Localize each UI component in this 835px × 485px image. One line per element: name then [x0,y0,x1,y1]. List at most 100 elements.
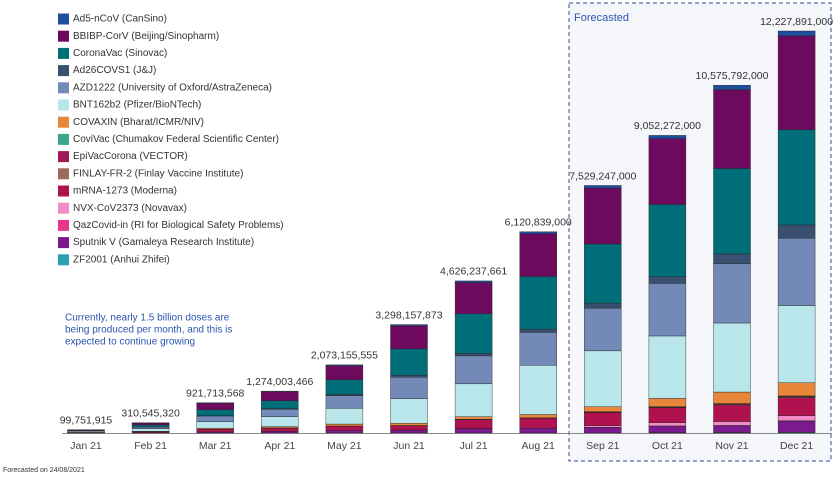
x-tick-label: Mar 21 [199,440,232,452]
bar-segment [197,410,234,416]
bar-segment [649,408,686,423]
bar-segment [649,277,686,284]
legend-swatch [58,134,69,145]
bar-segment [326,366,363,380]
bar-segment [197,416,234,422]
bar-segment [326,424,363,426]
bar-segment [778,36,815,130]
bar-segment [197,403,234,410]
legend-label: BNT162b2 (Pfizer/BioNTech) [73,100,201,111]
bar-segment [649,423,686,426]
bar-segment [326,426,363,430]
x-tick-label: Jun 21 [393,440,425,452]
bar-segment [714,90,751,169]
bar-segment [649,336,686,398]
legend-swatch [58,168,69,179]
bar-segment [520,365,557,414]
bar-segment [391,375,428,377]
bar-segment [261,392,298,401]
bar-segment [455,384,492,417]
bar-segment [132,425,169,427]
bar-segment [132,429,169,432]
total-label: 1,274,003,466 [246,376,313,388]
bar-segment [778,225,815,238]
bar-segment [455,356,492,384]
x-tick-label: Oct 21 [652,440,683,452]
total-label: 99,751,915 [60,415,113,427]
bar-segment [714,264,751,323]
legend-swatch [58,254,69,265]
bar-segment [778,416,815,421]
legend-label: AZD1222 (University of Oxford/AstraZenec… [73,82,272,93]
legend-swatch [58,220,69,231]
bar-segment [520,329,557,332]
annotation: expected to continue growing [65,337,195,348]
bar-segment [197,429,234,432]
total-label: 310,545,320 [121,408,180,420]
x-tick-label: Jan 21 [70,440,102,452]
legend-swatch [58,31,69,42]
bar-segment [520,428,557,433]
legend-label: mRNA-1273 (Moderna) [73,186,177,197]
bar-segment [584,188,621,244]
bar-segment [649,135,686,138]
legend-label: BBIBP-CorV (Beijing/Sinopharm) [73,31,219,42]
legend-swatch [58,203,69,214]
footnote: Forecasted on 24/08/2021 [3,467,85,474]
bar-segment [520,415,557,418]
bar-segment [520,332,557,365]
bar-segment [584,185,621,188]
bar-segment [714,254,751,264]
bar-segment [584,308,621,351]
bar-segment [391,377,428,398]
bar-segment [778,238,815,305]
legend-swatch [58,237,69,248]
legend-label: Sputnik V (Gamaleya Research Institute) [73,237,254,248]
bar-segment [391,430,428,433]
bar-segment [714,168,751,253]
bar-segment [584,426,621,428]
bar-segment [714,421,751,425]
bar-segment [261,431,298,433]
bar-segment [584,244,621,303]
total-label: 7,529,247,000 [569,170,636,182]
bar-segment [391,326,428,349]
legend-swatch [58,151,69,162]
annotation: Currently, nearly 1.5 billion doses are [65,313,230,324]
bar-segment [326,396,363,408]
legend-swatch [58,14,69,25]
bar-segment [649,426,686,433]
bar-segment [520,232,557,234]
total-label: 10,575,792,000 [696,70,769,82]
bar-segment [714,405,751,421]
bar-segment [778,130,815,225]
total-label: 921,713,568 [186,387,245,399]
legend-swatch [58,117,69,128]
bar-segment [455,314,492,353]
bar-segment [326,365,363,366]
bar-segment [714,323,751,392]
bar-segment [714,426,751,433]
bar-segment [520,234,557,277]
bar-segment [778,398,815,416]
bar-segment [584,303,621,308]
total-label: 2,073,155,555 [311,350,378,362]
legend-label: CoviVac (Chumakov Federal Scientific Cen… [73,134,279,145]
bar-segment [584,351,621,407]
bar-segment [714,85,751,89]
bar-segment [584,407,621,412]
x-tick-label: Sep 21 [586,440,619,452]
bar-segment [391,349,428,375]
bar-segment [455,429,492,433]
bar-segment [714,392,751,404]
bar-segment [455,283,492,314]
annotation: being produced per month, and this is [65,325,232,336]
bar-segment [455,417,492,420]
legend-label: Ad26COVS1 (J&J) [73,65,156,76]
bar-segment [391,325,428,326]
legend-swatch [58,186,69,197]
legend-label: EpiVacCorona (VECTOR) [73,151,188,162]
x-tick-label: Dec 21 [780,440,813,452]
bar-segment [197,422,234,429]
